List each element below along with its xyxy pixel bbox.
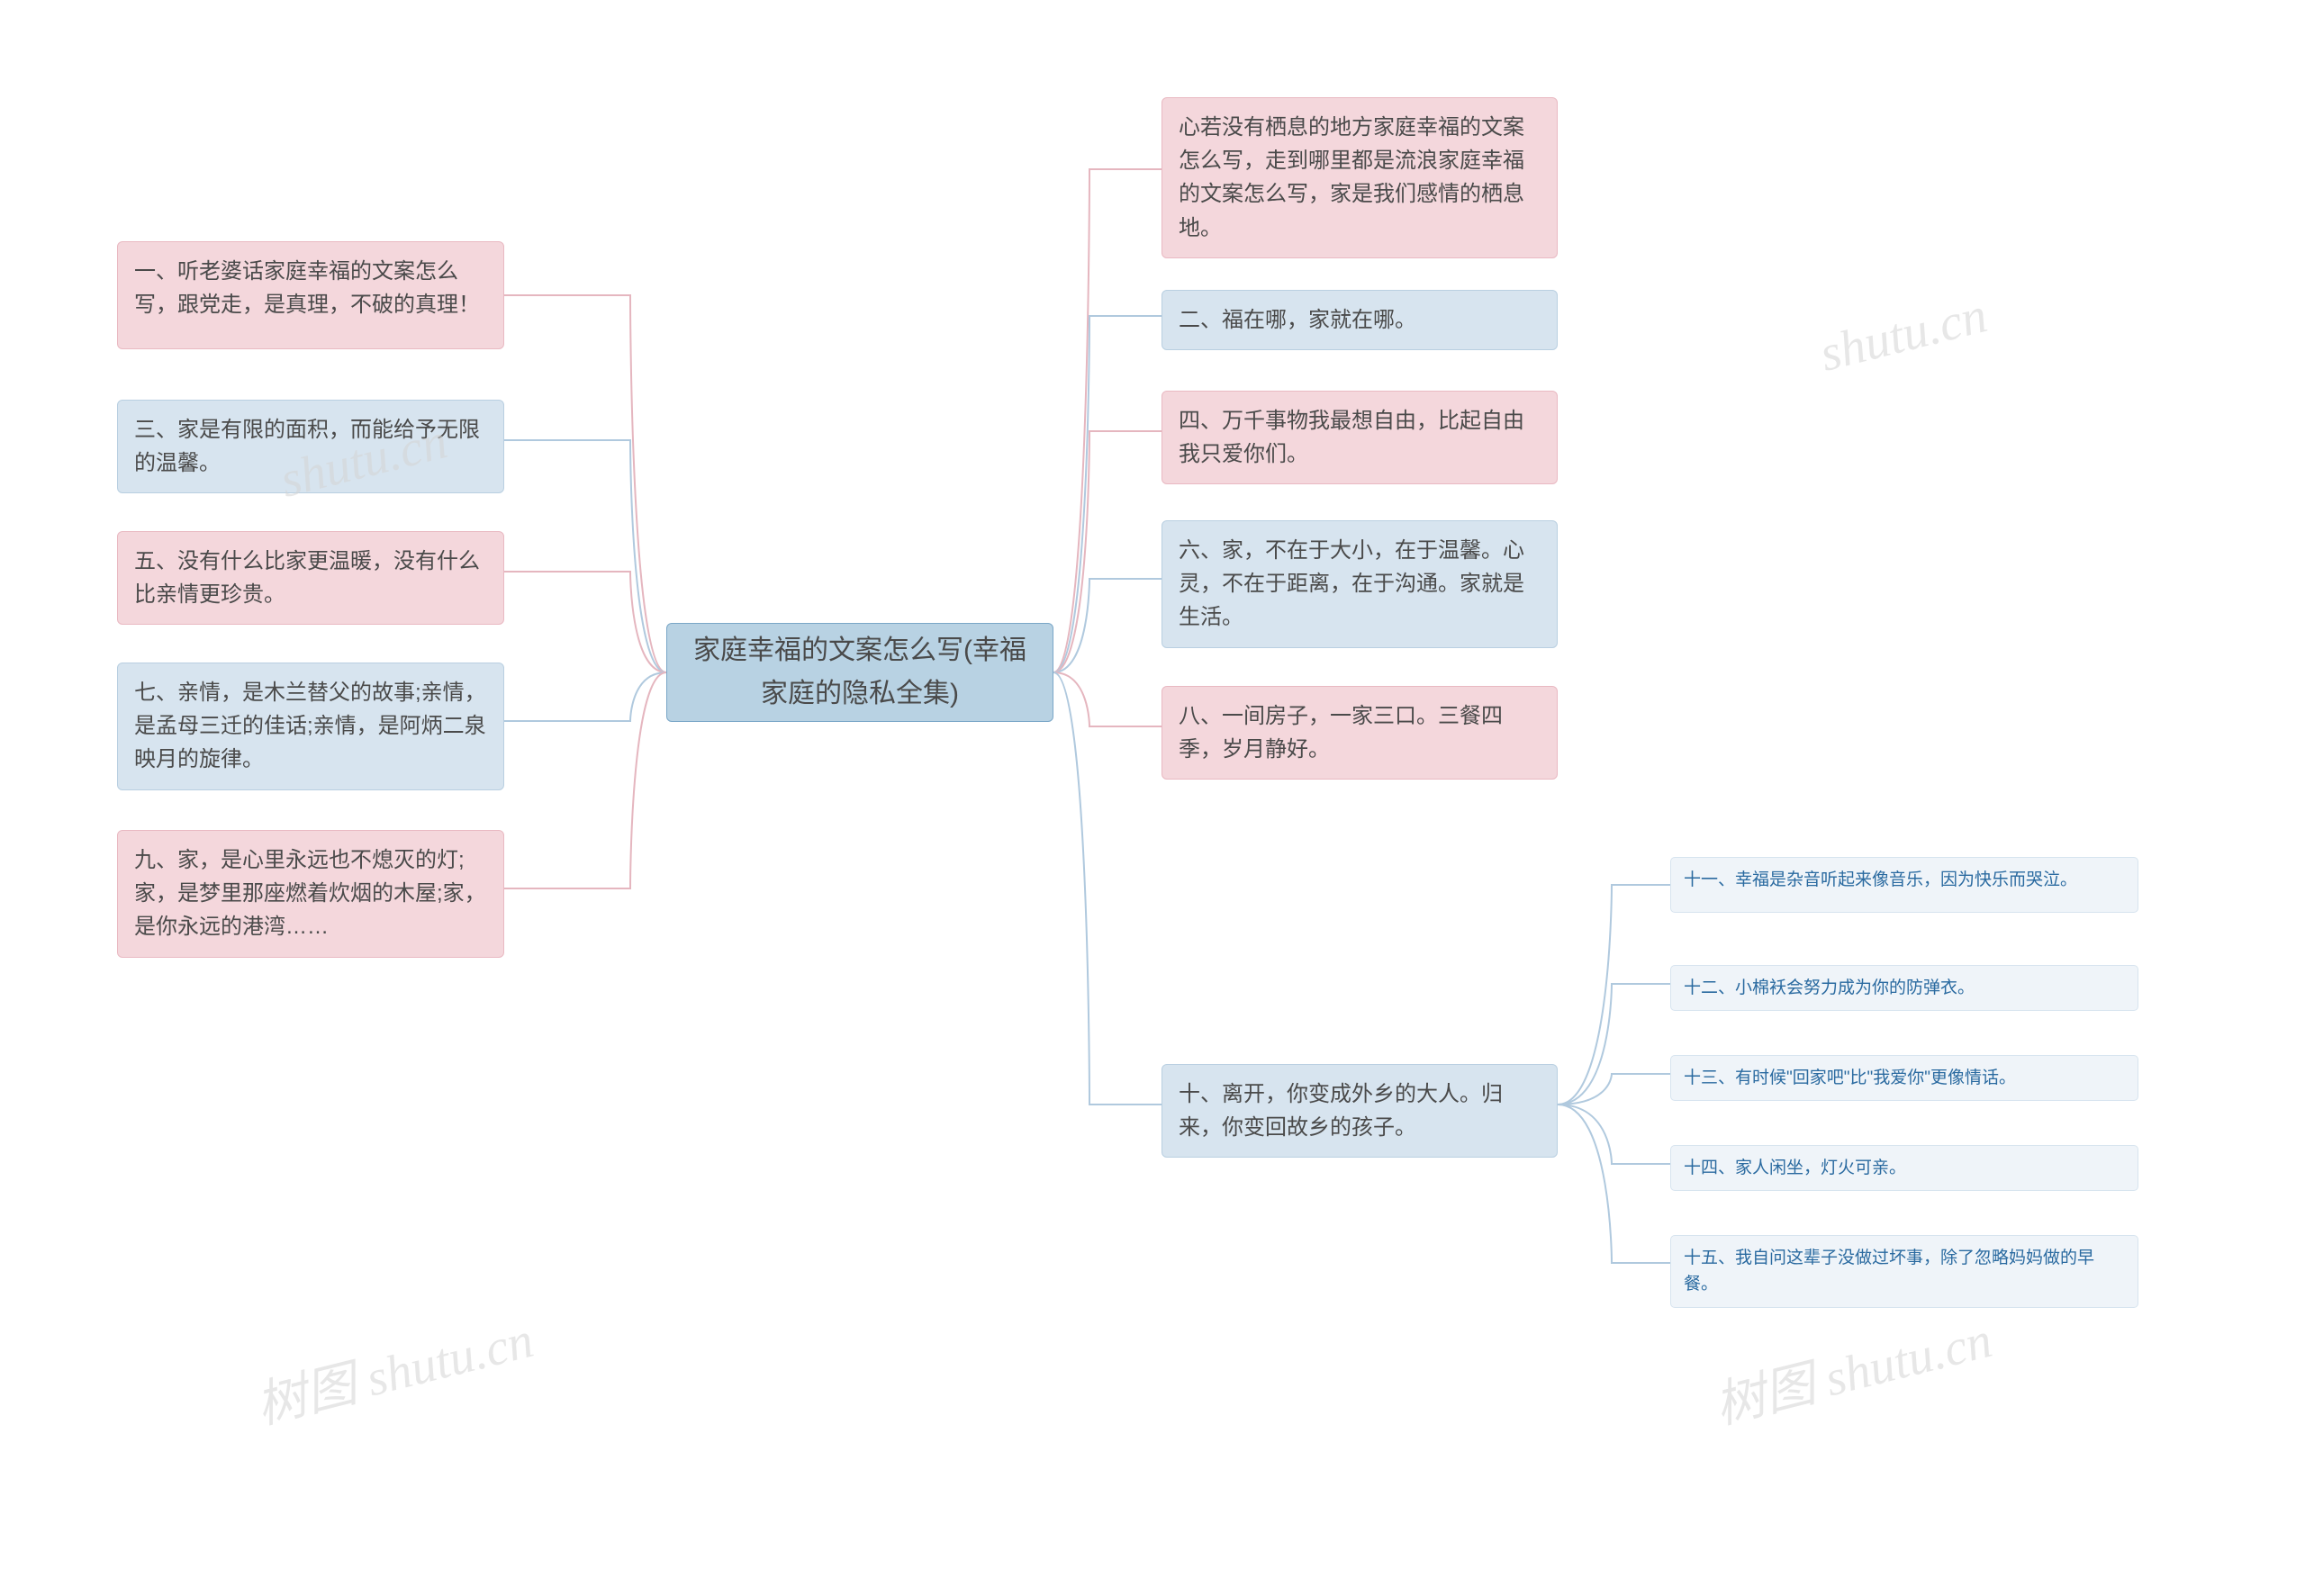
- sub-node-S12: 十二、小棉袄会努力成为你的防弹衣。: [1670, 965, 2138, 1011]
- right-R0: 心若没有栖息的地方家庭幸福的文案怎么写，走到哪里都是流浪家庭幸福的文案怎么写，家…: [1162, 97, 1558, 258]
- right-R8: 八、一间房子，一家三口。三餐四季，岁月静好。: [1162, 686, 1558, 780]
- left-L7: 七、亲情，是木兰替父的故事;亲情，是孟母三迁的佳话;亲情，是阿炳二泉映月的旋律。: [117, 663, 504, 790]
- right-R6: 六、家，不在于大小，在于温馨。心灵，不在于距离，在于沟通。家就是生活。: [1162, 520, 1558, 648]
- left-L9: 九、家，是心里永远也不熄灭的灯;家，是梦里那座燃着炊烟的木屋;家，是你永远的港湾…: [117, 830, 504, 958]
- sub-node-S13: 十三、有时候"回家吧"比"我爱你"更像情话。: [1670, 1055, 2138, 1101]
- sub-node-S11: 十一、幸福是杂音听起来像音乐，因为快乐而哭泣。: [1670, 857, 2138, 913]
- watermark-3: 树图 shutu.cn: [1706, 1299, 1998, 1438]
- right-R2: 二、福在哪，家就在哪。: [1162, 290, 1558, 350]
- left-L3: 三、家是有限的面积，而能给予无限的温馨。: [117, 400, 504, 493]
- sub-node-S14: 十四、家人闲坐，灯火可亲。: [1670, 1145, 2138, 1191]
- sub-node-S15: 十五、我自问这辈子没做过坏事，除了忽略妈妈做的早餐。: [1670, 1235, 2138, 1308]
- left-L1: 一、听老婆话家庭幸福的文案怎么写，跟党走，是真理，不破的真理！: [117, 241, 504, 349]
- connector-layer: [0, 0, 2305, 1596]
- right-R4: 四、万千事物我最想自由，比起自由我只爱你们。: [1162, 391, 1558, 484]
- center-node: 家庭幸福的文案怎么写(幸福家庭的隐私全集): [666, 623, 1053, 722]
- right-R10: 十、离开，你变成外乡的大人。归来，你变回故乡的孩子。: [1162, 1064, 1558, 1158]
- watermark-1: shutu.cn: [1814, 286, 1993, 383]
- watermark-2: 树图 shutu.cn: [248, 1299, 539, 1438]
- left-L5: 五、没有什么比家更温暖，没有什么比亲情更珍贵。: [117, 531, 504, 625]
